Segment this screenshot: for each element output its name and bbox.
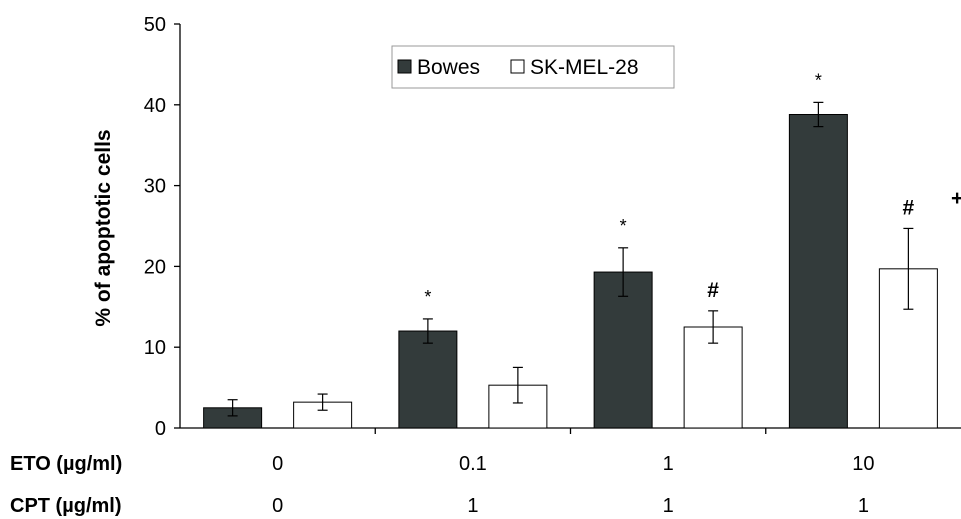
cpt-value-label: 1 xyxy=(467,495,478,517)
bars xyxy=(203,113,938,429)
y-tick-label: 0 xyxy=(155,418,166,440)
legend-frame xyxy=(391,45,675,89)
condition-labels: 0 0 0.1 1 1 1 10 1 xyxy=(272,453,874,517)
bar xyxy=(788,113,848,429)
significance-markers: * * # * # xyxy=(424,70,914,307)
y-tick-label: 50 xyxy=(144,14,166,36)
y-tick-label: 20 xyxy=(144,256,166,278)
legend-swatch-skmel28 xyxy=(510,59,525,74)
cpt-value-label: 1 xyxy=(858,495,869,517)
significance-star: * xyxy=(620,216,627,236)
legend-label-skmel28: SK-MEL-28 xyxy=(530,56,639,79)
eto-value-label: 0 xyxy=(272,453,283,475)
eto-value-label: 10 xyxy=(852,453,874,475)
eto-value-label: 1 xyxy=(663,453,674,475)
y-tick-label: 10 xyxy=(144,337,166,359)
cpt-value-label: 1 xyxy=(663,495,674,517)
legend-label-bowes: Bowes xyxy=(417,56,480,79)
significance-star: * xyxy=(815,70,822,90)
significance-hash: # xyxy=(707,279,719,302)
eto-value-label: 0.1 xyxy=(459,453,487,475)
y-tick-label: 30 xyxy=(144,176,166,198)
cpt-value-label: 0 xyxy=(272,495,283,517)
bar xyxy=(683,326,743,429)
legend-swatch-bowes xyxy=(397,59,412,74)
error-bars xyxy=(227,101,914,417)
y-tick-label: 40 xyxy=(144,95,166,117)
bar xyxy=(293,401,353,429)
bar xyxy=(593,271,653,429)
significance-hash: # xyxy=(903,196,915,219)
significance-star: * xyxy=(424,287,431,307)
bar xyxy=(398,330,458,429)
plus-marker: + xyxy=(951,187,961,210)
eto-row-label: ETO (µg/ml) xyxy=(10,453,122,475)
cpt-row-label: CPT (µg/ml) xyxy=(10,495,122,517)
legend: Bowes SK-MEL-28 xyxy=(391,45,675,89)
y-axis-label: % of apoptotic cells xyxy=(92,129,115,326)
